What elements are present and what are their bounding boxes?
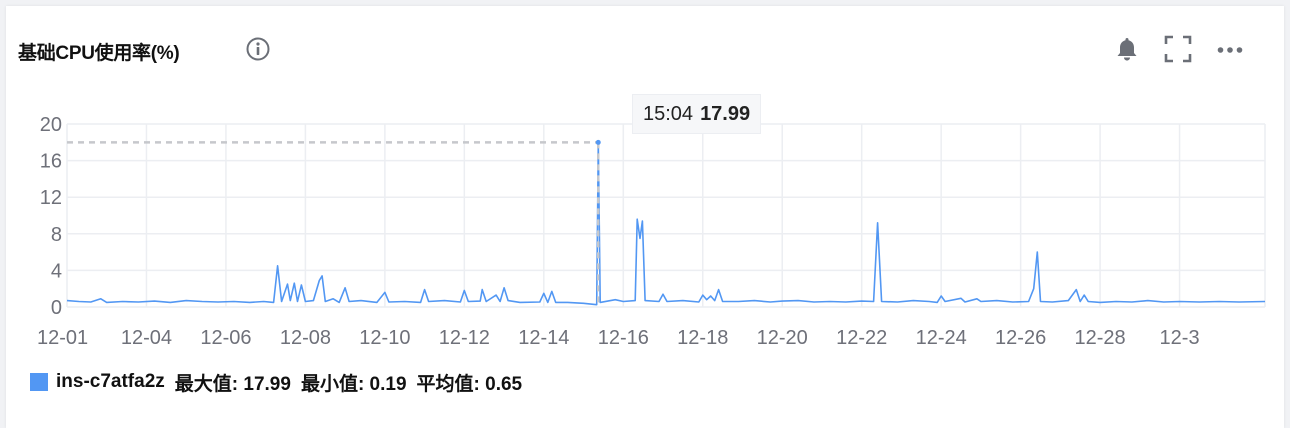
x-tick-label: 12-28: [1075, 327, 1126, 349]
legend-series-name[interactable]: ins-c7atfa2z: [56, 371, 165, 392]
fullscreen-icon[interactable]: [1163, 34, 1193, 64]
x-tick-label: 12-26: [995, 327, 1046, 349]
x-tick-label: 12-12: [439, 327, 490, 349]
legend-color-swatch[interactable]: [30, 373, 48, 391]
y-tick-label: 8: [51, 224, 62, 246]
x-tick-label: 12-06: [200, 327, 251, 349]
tooltip-time: 15:04: [643, 102, 694, 125]
x-tick-label: 12-24: [916, 327, 967, 349]
legend-max: 最大值: 17.99: [174, 373, 291, 395]
x-tick-label: 12-08: [280, 327, 331, 349]
legend-min: 最小值: 0.19: [300, 373, 407, 395]
x-tick-label: 12-22: [836, 327, 887, 349]
series-line[interactable]: [66, 141, 1266, 306]
x-tick-label: 12-14: [518, 327, 569, 349]
x-tick-label: 12-20: [757, 327, 808, 349]
x-tick-label: 12-18: [677, 327, 728, 349]
series-layer: [66, 141, 1266, 306]
tooltip: 15:04 17.99: [632, 94, 762, 134]
highlight-layer: [67, 139, 601, 307]
chart-title: 基础CPU使用率(%): [18, 43, 180, 64]
x-tick-label: 12-3: [1160, 327, 1200, 349]
x-tick-label: 12-16: [598, 327, 649, 349]
legend-avg: 平均值: 0.65: [416, 373, 523, 395]
bell-icon[interactable]: [1112, 34, 1142, 64]
y-tick-label: 20: [40, 114, 62, 136]
cpu-line-chart[interactable]: 0 4 8 12 16 20 12-01 12-04 12-06 12-08 12-10 12-12…: [0, 0, 1290, 360]
x-tick-label: 12-01: [37, 327, 88, 349]
info-circle-icon[interactable]: [245, 36, 271, 62]
x-axis-ticks: 12-01 12-04 12-06 12-08 12-10 12-12 12-14 12-16…: [37, 327, 1200, 349]
y-axis-ticks: 0 4 8 12 16 20: [40, 114, 62, 319]
y-tick-label: 12: [40, 187, 62, 209]
y-tick-label: 0: [51, 297, 62, 319]
x-tick-label: 12-04: [121, 327, 172, 349]
y-tick-label: 16: [40, 151, 62, 173]
chart-legend[interactable]: ins-c7atfa2z 最大值: 17.99 最小值: 0.19 平均值: 0…: [30, 369, 532, 395]
cpu-chart-card: [6, 6, 1284, 428]
highlight-point[interactable]: [595, 139, 601, 145]
x-tick-label: 12-10: [359, 327, 410, 349]
chart-grid: [66, 123, 1266, 308]
y-tick-label: 4: [51, 260, 62, 282]
tooltip-value: 17.99: [700, 102, 751, 125]
more-horizontal-icon[interactable]: [1215, 34, 1245, 64]
